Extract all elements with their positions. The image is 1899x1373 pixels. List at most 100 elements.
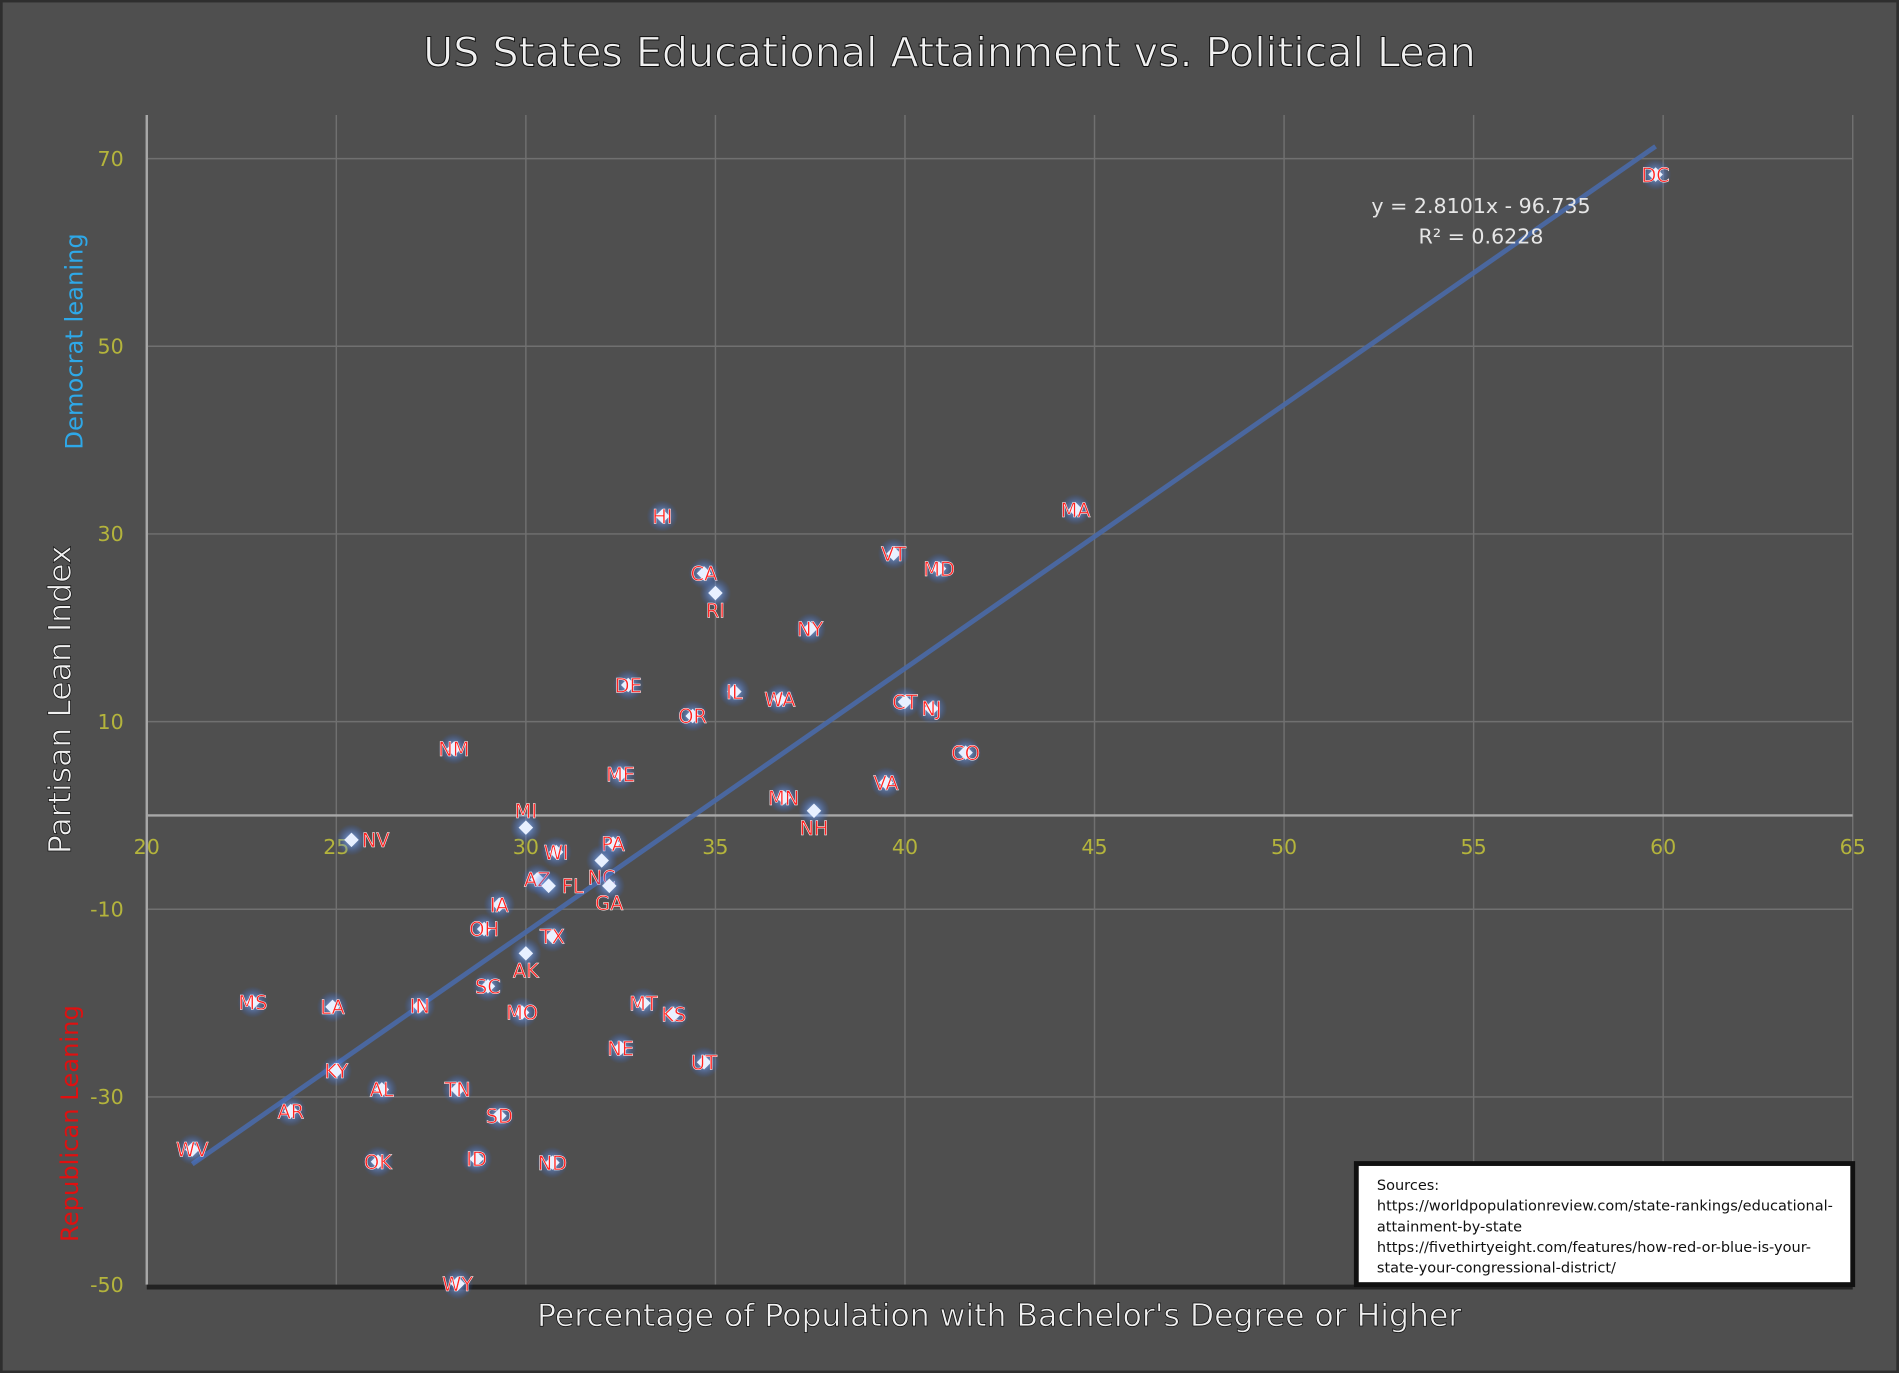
point-marker <box>450 1082 465 1097</box>
point-marker <box>245 994 261 1010</box>
data-point-mi: MI <box>510 800 542 844</box>
sources-heading: Sources: <box>1377 1178 1439 1194</box>
data-point-ct: CT <box>889 686 921 718</box>
point-label: ID <box>466 1148 487 1171</box>
point-label: AL <box>370 1079 394 1102</box>
data-point-nv: NV <box>335 824 391 856</box>
point-label: MA <box>1061 499 1092 522</box>
data-point-wi: WI <box>540 836 572 868</box>
point-label: HI <box>652 505 672 528</box>
point-marker <box>548 844 564 860</box>
chart-title: US States Educational Attainment vs. Pol… <box>423 29 1476 77</box>
data-point-de: DE <box>612 669 644 701</box>
point-label: IN <box>410 995 430 1018</box>
y-tick-label: 30 <box>98 522 124 546</box>
x-tick-label: 35 <box>702 835 728 859</box>
data-point-al: AL <box>366 1073 398 1106</box>
point-label: UT <box>691 1051 717 1074</box>
point-label: WI <box>544 841 569 864</box>
point-label: SD <box>486 1105 513 1128</box>
point-marker <box>492 897 507 912</box>
point-label: KS <box>661 1004 686 1027</box>
x-axis-label: Percentage of Population with Bachelor's… <box>537 1298 1461 1334</box>
point-marker <box>655 508 670 524</box>
point-marker <box>605 836 621 851</box>
point-label: MD <box>923 558 955 581</box>
point-marker <box>802 621 818 636</box>
data-point-dc: DC <box>1639 158 1672 191</box>
data-point-oh: OH <box>468 913 500 945</box>
data-point-vt: VT <box>877 537 910 570</box>
point-label: OK <box>364 1151 393 1174</box>
data-point-nd: ND <box>536 1146 569 1179</box>
point-marker <box>886 546 901 561</box>
y-axis-label: Partisan Lean Index <box>42 545 78 854</box>
data-point-tn: TN <box>441 1073 474 1106</box>
data-point-ms: MS <box>237 986 269 1018</box>
point-label: DE <box>615 674 642 697</box>
y-axis-label-republican: Republican Leaning <box>56 1005 84 1242</box>
trendline-r2: R² = 0.6228 <box>1419 224 1544 248</box>
point-label: MN <box>768 787 799 810</box>
point-label: CO <box>951 742 980 765</box>
data-point-il: IL <box>718 675 751 708</box>
data-point-wy: WY <box>441 1267 474 1300</box>
point-label: VA <box>873 772 899 795</box>
point-marker <box>446 741 462 757</box>
data-point-ks: KS <box>657 998 690 1031</box>
grid <box>146 115 1854 1285</box>
point-marker <box>878 775 894 790</box>
data-point-md: MD <box>923 552 955 585</box>
data-point-ut: UT <box>688 1046 720 1078</box>
data-point-mn: MN <box>768 781 799 814</box>
data-point-mt: MT <box>627 987 660 1019</box>
point-label: NY <box>797 618 823 641</box>
point-label: WY <box>442 1273 473 1296</box>
point-label: VT <box>881 543 906 566</box>
point-marker <box>666 1007 681 1022</box>
source-line: https://fivethirtyeight.com/features/how… <box>1377 1240 1811 1256</box>
point-label: NJ <box>921 698 941 721</box>
point-marker <box>696 1054 712 1070</box>
x-tick-label: 40 <box>892 835 918 859</box>
point-label: AK <box>513 960 540 983</box>
trendline-group <box>190 144 1657 1167</box>
y-tick-label: -50 <box>90 1273 124 1297</box>
point-marker <box>620 677 636 693</box>
trendline-equation: y = 2.8101x - 96.735 <box>1371 194 1590 218</box>
point-label: SC <box>475 975 501 998</box>
point-marker <box>374 1082 390 1097</box>
data-point-la: LA <box>316 991 349 1023</box>
source-line: https://worldpopulationreview.com/state-… <box>1377 1199 1833 1215</box>
point-marker <box>636 995 651 1011</box>
data-point-ma: MA <box>1059 493 1092 526</box>
y-tick-label: 70 <box>98 147 124 171</box>
point-marker <box>325 999 340 1015</box>
data-point-mo: MO <box>506 996 538 1029</box>
point-label: ND <box>538 1152 567 1175</box>
point-label: GA <box>595 892 624 915</box>
point-label: MS <box>238 991 267 1014</box>
data-point-id: ID <box>460 1143 493 1175</box>
point-label: FL <box>562 875 584 898</box>
point-label: CT <box>892 691 918 714</box>
data-point-fl: FL <box>532 870 584 902</box>
point-label: IL <box>726 681 743 704</box>
data-point-va: VA <box>870 766 902 799</box>
source-line: attainment-by-state <box>1377 1219 1522 1235</box>
sources-box: Sources: https://worldpopulationreview.c… <box>1353 1161 1856 1288</box>
data-point-co: CO <box>949 736 982 769</box>
point-marker <box>283 1103 299 1119</box>
data-point-sc: SC <box>472 970 504 1002</box>
point-label: ME <box>606 763 635 786</box>
point-label: IA <box>490 894 510 917</box>
point-marker <box>696 566 712 581</box>
point-marker <box>545 1155 560 1170</box>
point-label: DC <box>1641 164 1669 187</box>
data-point-hi: HI <box>646 500 679 532</box>
data-point-wv: WV <box>176 1133 209 1166</box>
point-label: RI <box>706 599 725 622</box>
point-label: NV <box>362 829 390 852</box>
